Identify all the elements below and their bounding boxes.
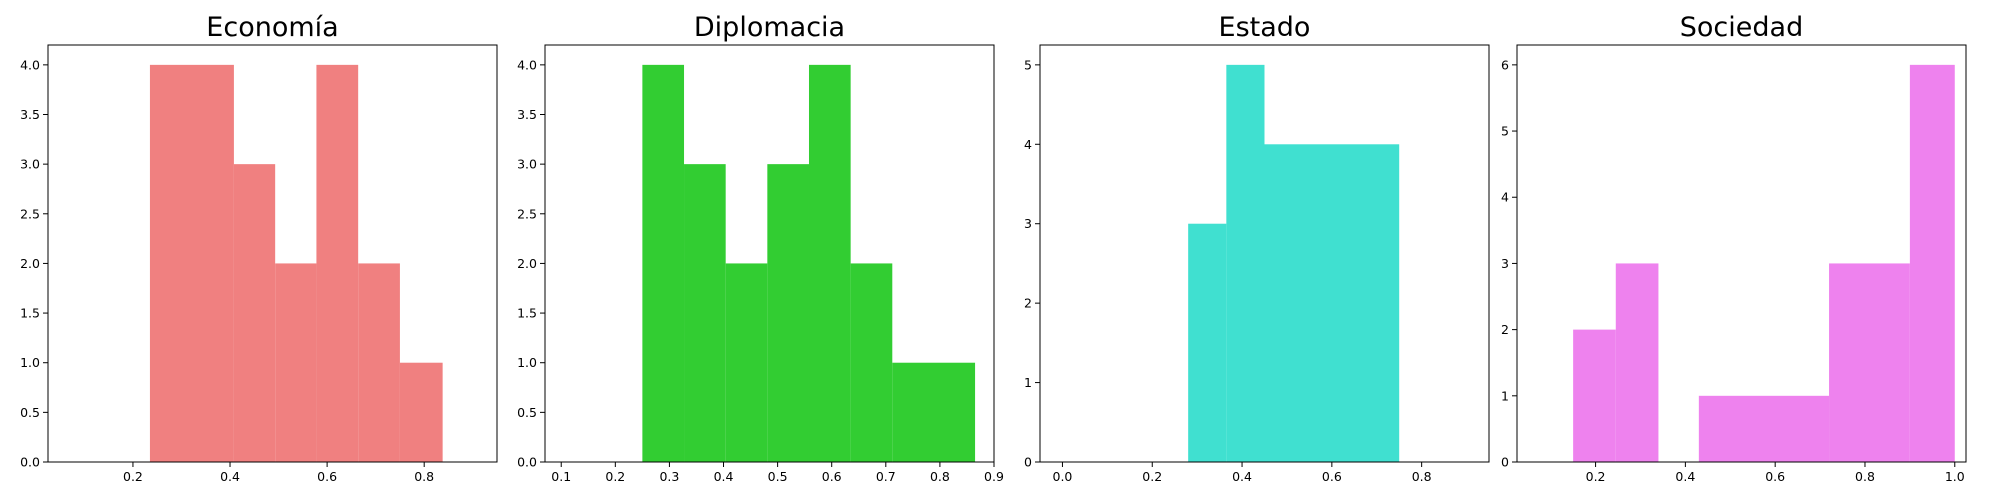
panel-estado: 0.0 0.2 0.4 0.6 0.8 0 1 2 3 4 5 Estado [1024, 12, 1490, 484]
x-tick-label-diplomacia-3: 0.4 [714, 469, 734, 484]
bar-sociedad-3 [1698, 395, 1830, 462]
bar-diplomacia-6 [892, 362, 976, 462]
axes-frame-sociedad [1516, 44, 1967, 463]
y-tick-label-sociedad-2: 2 [1501, 322, 1509, 337]
x-tick-label-estado-4: 0.8 [1412, 469, 1432, 484]
x-tick-label-estado-2: 0.4 [1232, 469, 1252, 484]
y-tick-label-diplomacia-7: 3.5 [517, 107, 537, 122]
x-tick-label-diplomacia-4: 0.5 [768, 469, 788, 484]
bar-diplomacia-5 [850, 263, 893, 462]
x-tick-label-sociedad-2: 0.6 [1765, 469, 1785, 484]
y-tick-label-diplomacia-5: 2.5 [517, 206, 537, 221]
panel-title-sociedad: Sociedad [1680, 12, 1803, 43]
y-tick-label-economia-5: 2.5 [20, 206, 40, 221]
bar-sociedad-1 [1615, 263, 1659, 462]
x-tick-label-sociedad-1: 0.4 [1675, 469, 1695, 484]
y-tick-label-economia-1: 0.5 [20, 405, 40, 420]
bar-economia-0 [149, 64, 234, 462]
ticks-diplomacia: 0.1 0.2 0.3 0.4 0.5 0.6 0.7 0.8 0.9 0.0 0.5 1.0 1.5 2… [517, 57, 1004, 484]
x-tick-label-economia-2: 0.6 [317, 469, 337, 484]
x-tick-label-estado-1: 0.2 [1142, 469, 1162, 484]
x-tick-label-estado-3: 0.6 [1322, 469, 1342, 484]
x-tick-label-diplomacia-2: 0.3 [659, 469, 679, 484]
y-tick-label-estado-4: 4 [1024, 137, 1032, 152]
x-tick-label-sociedad-4: 1.0 [1945, 469, 1965, 484]
y-tick-label-diplomacia-4: 2.0 [517, 256, 537, 271]
ticks-estado: 0.0 0.2 0.4 0.6 0.8 0 1 2 3 4 5 [1024, 57, 1432, 484]
y-tick-label-economia-4: 2.0 [20, 256, 40, 271]
bar-diplomacia-0 [642, 64, 685, 462]
y-tick-label-sociedad-3: 3 [1501, 256, 1509, 271]
y-tick-label-economia-8: 4.0 [20, 57, 40, 72]
ticks-economia: 0.2 0.4 0.6 0.8 0.0 0.5 1.0 1.5 2.0 2.5 3.0 3.5 4.0 [20, 57, 434, 484]
bars-estado [1188, 64, 1400, 463]
axes-frame-economia [47, 44, 498, 463]
bar-economia-5 [399, 362, 443, 462]
x-tick-label-estado-0: 0.0 [1053, 469, 1073, 484]
x-tick-label-economia-1: 0.4 [220, 469, 240, 484]
bar-diplomacia-4 [808, 64, 851, 462]
x-tick-label-diplomacia-5: 0.6 [822, 469, 842, 484]
bar-estado-0 [1188, 223, 1227, 462]
axes-frame-estado [1039, 44, 1490, 463]
y-tick-label-diplomacia-0: 0.0 [517, 455, 537, 470]
bar-economia-4 [358, 263, 400, 462]
y-tick-label-diplomacia-3: 1.5 [517, 306, 537, 321]
bars-economia [149, 64, 443, 462]
axes-frame-diplomacia [544, 44, 995, 463]
y-tick-label-sociedad-0: 0 [1501, 455, 1509, 470]
y-tick-label-diplomacia-8: 4.0 [517, 57, 537, 72]
x-tick-label-diplomacia-0: 0.1 [551, 469, 571, 484]
x-tick-label-sociedad-3: 0.8 [1855, 469, 1875, 484]
y-tick-label-diplomacia-2: 1.0 [517, 355, 537, 370]
panel-title-economia: Economía [206, 12, 338, 43]
bar-sociedad-0 [1573, 329, 1616, 462]
y-tick-label-sociedad-6: 6 [1501, 57, 1509, 72]
y-tick-label-sociedad-5: 5 [1501, 124, 1509, 139]
y-tick-label-estado-0: 0 [1024, 455, 1032, 470]
panel-diplomacia: 0.1 0.2 0.3 0.4 0.5 0.6 0.7 0.8 0.9 0.0 0.5 1.0 1.5 2… [517, 12, 1004, 484]
bars-diplomacia [642, 64, 976, 462]
bar-economia-2 [275, 263, 317, 462]
ticks-sociedad: 0.2 0.4 0.6 0.8 1.0 0 1 2 3 4 5 6 [1501, 57, 1965, 484]
y-tick-label-estado-3: 3 [1024, 216, 1032, 231]
y-tick-label-economia-3: 1.5 [20, 306, 40, 321]
y-tick-label-estado-5: 5 [1024, 57, 1032, 72]
y-tick-label-economia-6: 3.0 [20, 157, 40, 172]
bars-sociedad [1573, 64, 1955, 462]
panel-sociedad: 0.2 0.4 0.6 0.8 1.0 0 1 2 3 4 5 6 Sociedad [1501, 12, 1967, 484]
x-tick-label-diplomacia-8: 0.9 [984, 469, 1004, 484]
bar-diplomacia-2 [725, 263, 768, 462]
panel-title-diplomacia: Diplomacia [694, 12, 845, 43]
bar-economia-3 [316, 64, 359, 462]
bar-estado-1 [1226, 64, 1265, 462]
x-tick-label-diplomacia-6: 0.7 [876, 469, 896, 484]
x-tick-label-sociedad-0: 0.2 [1586, 469, 1606, 484]
y-tick-label-economia-2: 1.0 [20, 355, 40, 370]
y-tick-label-sociedad-1: 1 [1501, 388, 1509, 403]
y-tick-label-economia-0: 0.0 [20, 455, 40, 470]
bar-economia-1 [233, 164, 276, 462]
panel-title-estado: Estado [1219, 12, 1311, 43]
bar-sociedad-5 [1909, 64, 1955, 462]
x-tick-label-diplomacia-7: 0.8 [930, 469, 950, 484]
bar-diplomacia-1 [684, 164, 726, 462]
y-tick-label-estado-2: 2 [1024, 296, 1032, 311]
bar-diplomacia-3 [767, 164, 809, 462]
y-tick-label-diplomacia-6: 3.0 [517, 157, 537, 172]
bar-sociedad-4 [1829, 263, 1910, 462]
x-tick-label-economia-0: 0.2 [123, 469, 143, 484]
y-tick-label-diplomacia-1: 0.5 [517, 405, 537, 420]
y-tick-label-sociedad-4: 4 [1501, 190, 1509, 205]
x-tick-label-economia-3: 0.8 [414, 469, 434, 484]
x-tick-label-diplomacia-1: 0.2 [605, 469, 625, 484]
y-tick-label-estado-1: 1 [1024, 375, 1032, 390]
bar-estado-2 [1264, 144, 1400, 463]
y-tick-label-economia-7: 3.5 [20, 107, 40, 122]
panel-economia: 0.2 0.4 0.6 0.80.00.51.01.52.02.53.03.54.0 … [20, 12, 498, 484]
